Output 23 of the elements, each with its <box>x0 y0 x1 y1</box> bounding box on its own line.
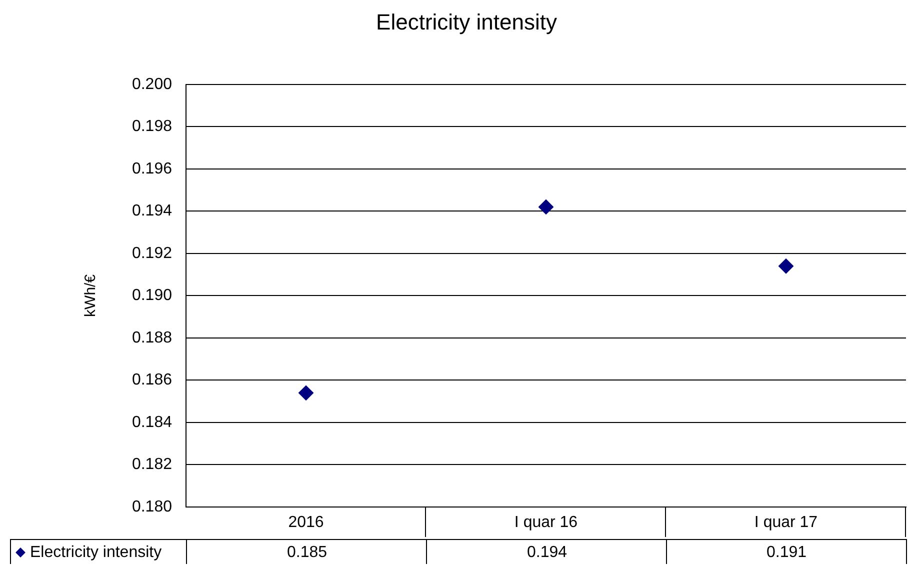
y-tick-label: 0.198 <box>132 118 172 136</box>
y-tick-label: 0.180 <box>132 498 172 516</box>
y-tick-label: 0.200 <box>132 76 172 93</box>
x-tick-label: 2016 <box>288 514 324 532</box>
data-label: 0.185 <box>186 539 427 564</box>
point <box>538 199 554 214</box>
x-tick-label: I quar 16 <box>514 514 578 532</box>
y-tick-label: 0.188 <box>132 329 172 346</box>
data-label: 0.191 <box>666 539 907 564</box>
point <box>778 258 794 274</box>
y-tick-label: 0.196 <box>132 160 172 178</box>
y-tick-label: 0.186 <box>132 372 172 389</box>
y-tick-label: 0.184 <box>132 414 172 431</box>
y-tick-label: 0.182 <box>132 456 172 474</box>
point <box>298 385 314 400</box>
y-tick-label: 0.190 <box>132 287 172 304</box>
y-tick-label: 0.194 <box>132 202 172 220</box>
chart-title: Electricity intensity <box>376 9 557 34</box>
legend-label: Electricity intensity <box>10 539 186 564</box>
x-tick-label: I quar 17 <box>754 514 818 532</box>
data-label: 0.194 <box>426 539 667 564</box>
y-axis-title: kWh/€ <box>82 274 100 317</box>
y-tick-label: 0.192 <box>132 244 172 262</box>
